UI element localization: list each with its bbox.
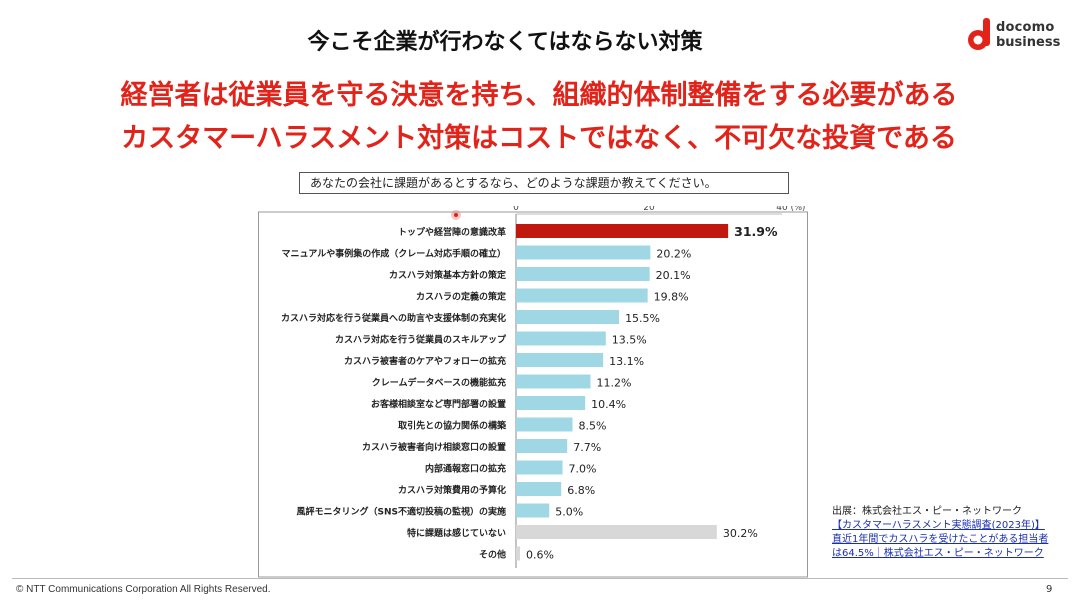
survey-question: あなたの会社に課題があるとするなら、どのような課題か教えてください。 — [299, 172, 789, 194]
value-label: 0.6% — [526, 549, 554, 562]
bar — [516, 331, 606, 346]
value-label: 6.8% — [567, 484, 595, 497]
bar — [516, 224, 729, 238]
slide-title: 今こそ企業が行わなくてはならない対策 — [307, 30, 703, 55]
docomo-business-logo: docomo business — [966, 18, 1066, 58]
value-label: 5.0% — [555, 506, 583, 519]
category-label: カスハラ被害者のケアやフォローの拡充 — [344, 355, 506, 367]
bar — [516, 374, 591, 389]
brand-line1: docomo — [996, 20, 1055, 35]
x-tick-label: 20 — [643, 206, 655, 213]
bar — [516, 439, 568, 453]
value-label: 7.0% — [569, 463, 597, 476]
category-label: カスハラ被害者向け相談窓口の設置 — [362, 441, 506, 453]
category-label: 内部通報窓口の拡充 — [425, 463, 506, 475]
category-label: お客様相談室など専門部署の設置 — [371, 398, 506, 410]
value-label: 8.5% — [579, 420, 607, 433]
bar — [516, 267, 650, 281]
value-label: 11.2% — [596, 377, 631, 390]
bar — [516, 288, 648, 303]
cursor-pointer-icon — [451, 210, 461, 220]
brand-line2: business — [996, 35, 1061, 50]
docomo-d-icon — [968, 18, 990, 50]
value-label: 20.2% — [656, 248, 691, 261]
page-number: 9 — [1046, 584, 1053, 595]
category-label: カスハラ対応を行う従業員への助言や支援体制の充実化 — [281, 312, 506, 324]
headline-2: カスタマーハラスメント対策はコストではなく、不可欠な投資である — [121, 123, 957, 154]
x-unit-label: (%) — [791, 206, 806, 213]
category-label: カスハラ対策費用の予算化 — [398, 484, 506, 496]
bar — [516, 482, 562, 496]
footer-divider — [12, 578, 1068, 579]
headline-1: 経営者は従業員を守る決意を持ち、組織的体制整備をする必要がある — [120, 80, 958, 111]
value-label: 31.9% — [734, 224, 778, 239]
source-link-2[interactable]: 直近1年間でカスハラを受けたことがある担当者 — [832, 534, 1049, 545]
value-label: 19.8% — [654, 291, 689, 304]
category-label: その他 — [479, 549, 506, 561]
category-label: 取引先との協力関係の構築 — [398, 420, 507, 432]
source-link-1[interactable]: 【カスタマーハラスメント実態調査(2023年)】 — [832, 520, 1045, 531]
copyright: © NTT Communications Corporation All Rig… — [16, 584, 271, 595]
value-label: 10.4% — [591, 398, 626, 411]
bar — [516, 525, 717, 539]
value-label: 30.2% — [723, 527, 758, 540]
chart-frame-border — [258, 211, 808, 578]
value-label: 7.7% — [573, 441, 601, 454]
x-tick-label: 0 — [513, 206, 519, 213]
bar — [516, 245, 651, 260]
category-label: カスハラ対応を行う従業員のスキルアップ — [335, 334, 507, 346]
bar-chart-svg: 0 20 40 (%) トップや経営陣の意識改革 31.9% マニュアルや事例集の作成（クレ… — [258, 206, 808, 578]
source-note: 出展：株式会社エス・ピー・ネットワーク 【カスタマーハラスメント実態調査(202… — [832, 505, 1072, 561]
value-label: 13.1% — [609, 355, 644, 368]
bar — [516, 396, 586, 410]
bar — [516, 417, 573, 432]
category-label: クレームデータベースの機能拡充 — [372, 377, 506, 389]
bar — [516, 546, 520, 561]
value-label: 20.1% — [656, 269, 691, 282]
category-label: マニュアルや事例集の作成（クレーム対応手順の確立） — [282, 248, 506, 260]
category-label: カスハラの定義の策定 — [416, 291, 507, 303]
bar — [516, 353, 604, 367]
value-label: 15.5% — [625, 312, 660, 325]
bar-chart: 0 20 40 (%) トップや経営陣の意識改革 31.9% マニュアルや事例集の作成（クレ… — [258, 206, 808, 578]
source-label: 出展：株式会社エス・ピー・ネットワーク — [832, 506, 1022, 517]
value-label: 13.5% — [612, 334, 647, 347]
bar — [516, 310, 620, 324]
category-label: 風評モニタリング（SNS不適切投稿の監視）の実施 — [297, 506, 507, 518]
category-label: トップや経営陣の意識改革 — [398, 226, 506, 238]
x-tick-label: 40 — [776, 206, 788, 213]
bar — [516, 503, 550, 518]
source-link-3[interactable]: は64.5%｜株式会社エス・ピー・ネットワーク — [832, 548, 1044, 559]
bar — [516, 460, 563, 475]
category-label: 特に課題は感じていない — [407, 527, 506, 539]
category-label: カスハラ対策基本方針の策定 — [389, 269, 507, 281]
